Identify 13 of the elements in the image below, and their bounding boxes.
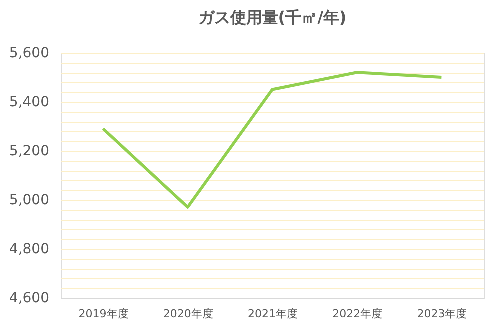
x-tick-label: 2023年度	[417, 308, 468, 320]
y-tick-label: 5,400	[9, 94, 50, 110]
chart-title: ガス使用量(千㎥/年)	[198, 8, 347, 27]
x-tick-label: 2021年度	[248, 308, 298, 320]
x-tick-label: 2022年度	[332, 308, 383, 320]
y-tick-label: 5,200	[9, 144, 50, 160]
x-tick-label: 2020年度	[163, 308, 214, 320]
y-tick-label: 4,600	[9, 290, 50, 306]
line-series	[102, 71, 444, 209]
x-tick-label: 2019年度	[78, 308, 129, 320]
y-tick-label: 5,000	[9, 192, 50, 208]
y-tick-label: 5,600	[9, 46, 50, 62]
y-tick-label: 4,800	[9, 242, 50, 258]
